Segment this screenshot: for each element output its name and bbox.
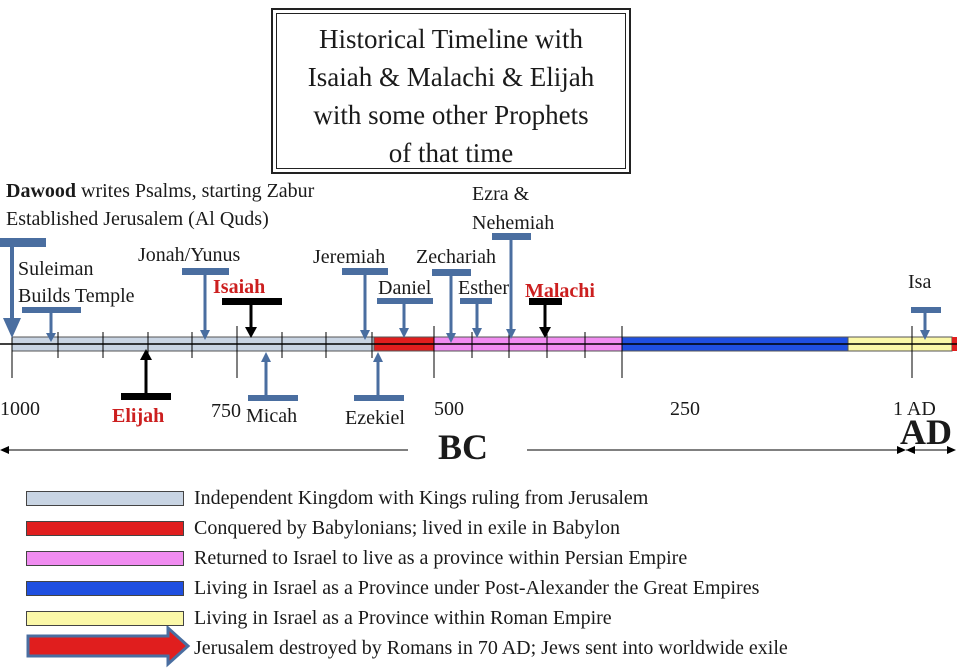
- tick-label-1ad: 1 AD: [893, 398, 936, 420]
- legend-text-kingdom: Independent Kingdom with Kings ruling fr…: [194, 487, 649, 509]
- tick-label-250: 250: [670, 398, 700, 420]
- marker-malachi: [529, 298, 562, 338]
- label-zechariah: Zechariah: [416, 246, 496, 268]
- marker-ezekiel: [354, 352, 404, 401]
- legend-text-greek: Living in Israel as a Province under Pos…: [194, 577, 760, 599]
- label-suleiman: Suleiman Builds Temple: [18, 258, 135, 307]
- era-label-ad: AD: [900, 412, 952, 452]
- ad-range-arrow: [906, 446, 956, 454]
- legend-swatch-babylon: [26, 521, 184, 536]
- label-ezra-nehemiah: Ezra & Nehemiah: [472, 183, 555, 234]
- title-box: Historical Timeline with Isaiah & Malach…: [271, 8, 631, 174]
- label-jonah: Jonah/Yunus: [138, 244, 241, 266]
- tick-label-750: 750: [211, 400, 241, 422]
- marker-jeremiah: [342, 268, 388, 340]
- marker-elijah: [121, 349, 171, 400]
- legend-exile-arrow-icon: [26, 624, 191, 668]
- tick-label-500: 500: [434, 398, 464, 420]
- label-malachi: Malachi: [525, 280, 595, 302]
- marker-suleiman: [22, 307, 81, 342]
- label-dawood-line2: Established Jerusalem (Al Quds): [6, 208, 269, 230]
- legend-text-babylon: Conquered by Babylonians; lived in exile…: [194, 517, 621, 539]
- label-ezekiel: Ezekiel: [345, 407, 405, 429]
- label-dawood: Dawood writes Psalms, starting Zabur: [6, 179, 314, 203]
- marker-isa: [911, 307, 941, 340]
- legend-text-exile: Jerusalem destroyed by Romans in 70 AD; …: [194, 637, 788, 659]
- legend-swatch-roman: [26, 611, 184, 626]
- marker-ezra-nehemiah: [492, 233, 531, 339]
- label-dawood-rest: writes Psalms, starting Zabur: [76, 180, 315, 202]
- legend-swatch-kingdom: [26, 491, 184, 506]
- era-label-bc: BC: [438, 427, 489, 467]
- legend-swatch-greek: [26, 581, 184, 596]
- legend-swatch-persian: [26, 551, 184, 566]
- marker-dawood: [0, 238, 46, 338]
- label-isa: Isa: [908, 271, 932, 293]
- label-dawood-name: Dawood: [6, 180, 77, 202]
- marker-isaiah: [222, 298, 282, 338]
- marker-esther: [460, 298, 492, 338]
- marker-micah: [248, 352, 298, 401]
- tick-label-1000: 1000: [0, 398, 40, 420]
- label-elijah: Elijah: [112, 405, 165, 427]
- marker-zechariah: [432, 269, 471, 343]
- marker-jonah: [182, 268, 229, 340]
- label-isaiah: Isaiah: [213, 276, 266, 298]
- label-daniel: Daniel: [378, 277, 432, 299]
- page-title: Historical Timeline with Isaiah & Malach…: [307, 24, 595, 168]
- label-jeremiah: Jeremiah: [313, 246, 386, 268]
- legend-text-roman: Living in Israel as a Province within Ro…: [194, 607, 612, 629]
- bc-range-arrow: [0, 446, 906, 454]
- label-esther: Esther: [458, 277, 510, 299]
- label-micah: Micah: [246, 405, 298, 427]
- legend-text-persian: Returned to Israel to live as a province…: [194, 547, 688, 569]
- marker-daniel: [377, 298, 433, 338]
